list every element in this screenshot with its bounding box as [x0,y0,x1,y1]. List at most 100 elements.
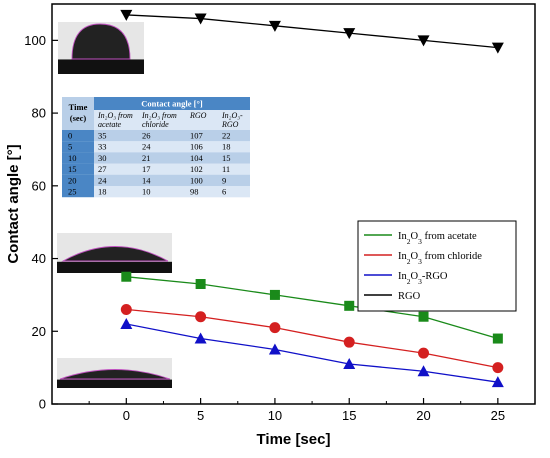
table-cell: 104 [190,153,204,163]
circle-marker [343,336,355,348]
series-line [126,308,498,369]
droplet-image [57,233,172,273]
table-group-header-cell [94,97,250,110]
triangle-marker [343,358,356,369]
y-tick-label: 80 [32,106,46,121]
x-tick-label: 15 [342,408,356,423]
x-tick-label: 0 [123,408,130,423]
legend-label: In2O3 from chloride [398,251,482,266]
table-cell: 102 [190,164,203,174]
y-axis-title: Contact angle [°] [5,144,22,263]
droplet-substrate [58,59,144,74]
circle-marker [120,303,132,315]
table-cell: 6 [222,187,226,197]
y-tick-label: 60 [32,178,46,193]
series-3 [120,318,504,388]
x-axis-title: Time [sec] [257,431,331,448]
square-marker [121,271,132,282]
triangle-down-marker [491,42,504,54]
triangle-down-marker [194,13,207,25]
table-row [94,130,250,142]
table-group-header: Contact angle [°] [141,99,203,109]
table-cell: 10 [142,187,151,197]
table-column-header: RGO [189,111,207,120]
table-cell: 24 [98,175,107,185]
table-cell: 15 [222,153,231,163]
x-tick-label: 5 [197,408,204,423]
circle-marker [492,362,504,374]
table-cell: 10 [68,153,77,163]
table-cell: 0 [68,131,72,141]
triangle-down-marker [268,20,281,32]
table-column-header: In₂O₃ from [97,111,133,120]
table-cell: 9 [222,175,226,185]
table-cell: 100 [190,175,203,185]
droplet-image [57,358,172,388]
contact-angle-table: Time(sec) Contact angle [°] In₂O₃ fromacet… [62,97,250,198]
series-line [126,14,498,49]
square-marker [344,300,355,311]
table-cell: 5 [68,142,72,152]
legend-box [357,220,517,312]
table-time-header: Time [69,102,88,112]
table-time-cell [62,152,94,164]
x-tick-label: 25 [491,408,505,423]
x-tick-label: 10 [268,408,282,423]
table-column-header-line2: acetate [98,120,122,129]
triangle-down-marker [417,35,430,47]
table-cell: 27 [98,164,107,174]
table-time-cell [62,174,94,186]
circle-marker [269,322,281,334]
droplet-substrate [57,261,172,273]
table-time-cell [62,186,94,198]
table-row [94,152,250,164]
series-4 [120,9,504,54]
droplet-shape [59,369,171,380]
table-row [94,186,250,198]
legend-label: RGO [398,291,421,302]
table-cell: 35 [98,131,107,141]
table-time-cell [62,141,94,153]
triangle-marker [120,318,133,329]
legend: In2O3 from acetate In2O3 from chloride In2… [357,220,517,312]
table-cell: 26 [142,131,151,141]
y-tick-label: 100 [24,33,46,48]
table-cell: 22 [222,131,231,141]
table-time-unit: (sec) [70,113,87,123]
table-cell: 106 [190,142,203,152]
square-marker [269,289,280,300]
droplet-shape [61,246,169,262]
series-2 [120,303,504,374]
table-cell: 107 [190,131,203,141]
square-marker [492,333,503,344]
table-cell: 14 [142,175,151,185]
table-cell: 18 [222,142,231,152]
table-column-header-line2: RGO [221,120,239,129]
table-cell: 21 [142,153,151,163]
legend-label: In2O3 from acetate [398,231,477,246]
y-tick-label: 20 [32,324,46,339]
y-tick-label: 40 [32,251,46,266]
droplet-image [58,22,144,74]
triangle-marker [268,343,281,355]
table-row [94,141,250,153]
table-cell: 15 [68,164,77,174]
plot-frame [51,3,536,405]
series-1 [121,271,503,344]
triangle-marker [491,376,504,388]
square-marker [418,311,429,322]
table-cell: 11 [222,164,230,174]
table-column-header-line2: chloride [142,120,169,129]
table-time-header-cell [62,97,94,130]
table-row [94,163,250,175]
table-cell: 18 [98,187,107,197]
circle-marker [195,311,207,323]
x-tick-label: 20 [416,408,430,423]
circle-marker [418,347,430,359]
table-cell: 25 [68,187,77,197]
table-column-header: In₂O₃- [221,111,243,120]
triangle-marker [194,332,207,344]
table-cell: 20 [68,175,77,185]
